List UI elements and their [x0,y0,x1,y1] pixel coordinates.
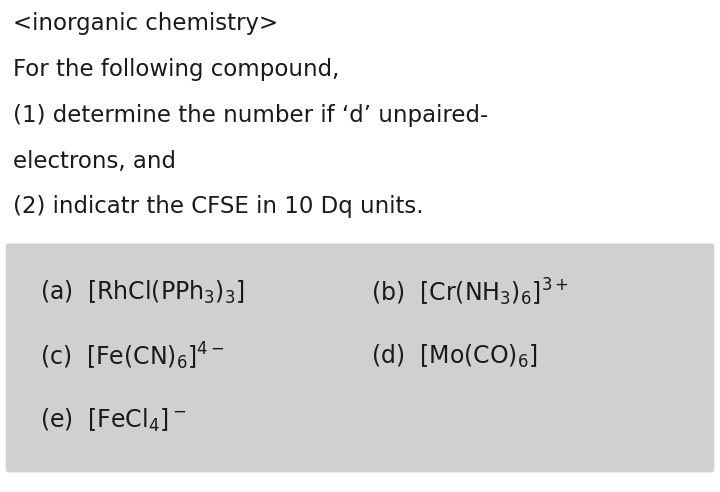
Text: (a)  $\mathregular{[RhCl(PPh_3)_3]}$: (a) $\mathregular{[RhCl(PPh_3)_3]}$ [40,279,244,307]
Text: (d)  $\mathregular{[Mo(CO)_6]}$: (d) $\mathregular{[Mo(CO)_6]}$ [371,343,537,370]
Text: (b)  $\mathregular{[Cr(NH_3)_6]^{3+}}$: (b) $\mathregular{[Cr(NH_3)_6]^{3+}}$ [371,277,569,308]
Text: For the following compound,: For the following compound, [13,58,339,81]
Text: (c)  $\mathregular{[Fe(CN)_6]^{4-}}$: (c) $\mathregular{[Fe(CN)_6]^{4-}}$ [40,341,225,372]
Text: (1) determine the number if ‘d’ unpaired-: (1) determine the number if ‘d’ unpaired… [13,104,488,127]
Text: <inorganic chemistry>: <inorganic chemistry> [13,12,278,35]
Text: (e)  $\mathregular{[FeCl_4]^-}$: (e) $\mathregular{[FeCl_4]^-}$ [40,407,186,434]
Text: (2) indicatr the CFSE in 10 Dq units.: (2) indicatr the CFSE in 10 Dq units. [13,195,423,218]
Text: electrons, and: electrons, and [13,150,176,173]
FancyBboxPatch shape [6,244,714,472]
